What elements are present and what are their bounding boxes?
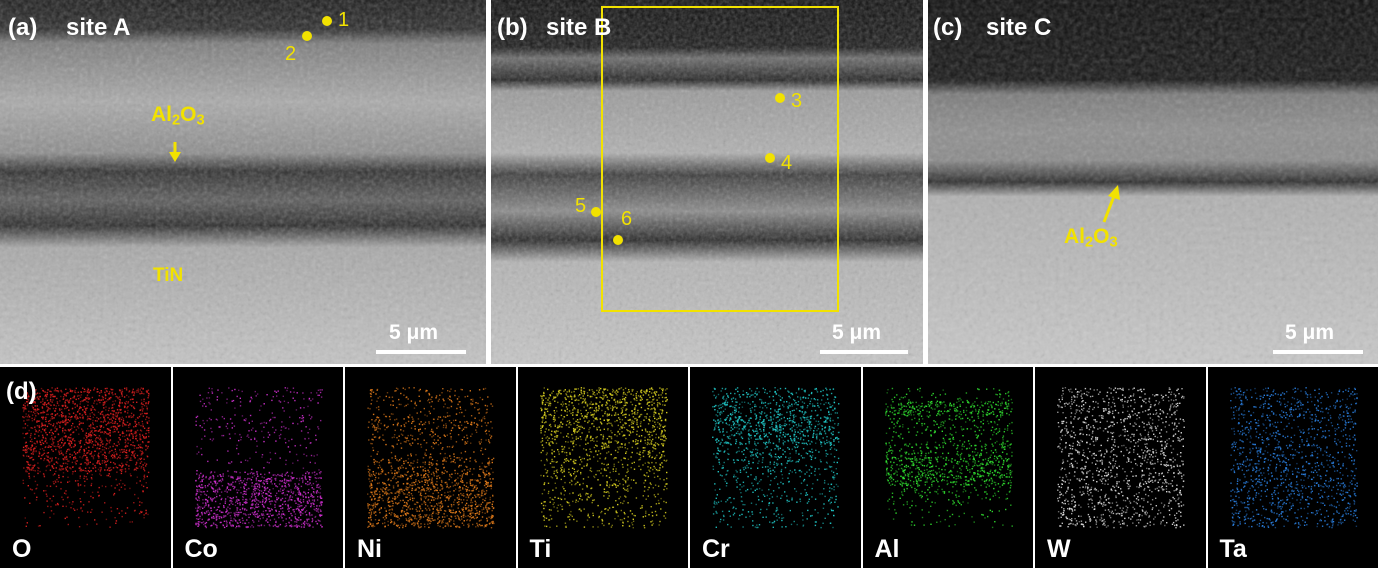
scale-bar bbox=[376, 350, 466, 354]
eds-element-label: Ti bbox=[529, 535, 552, 563]
eds-map-image bbox=[367, 387, 495, 529]
eds-element-label: Co bbox=[184, 535, 218, 563]
sem-panel-site-c: (c) site C Al2O3 5 μm bbox=[928, 0, 1378, 364]
panel-label: (b) bbox=[497, 14, 528, 41]
sem-image-site-b bbox=[491, 0, 923, 364]
eds-element-label: Ta bbox=[1219, 535, 1247, 563]
scale-bar-label: 5 μm bbox=[832, 321, 882, 344]
eds-element-label: W bbox=[1047, 535, 1071, 563]
point-label-5: 5 bbox=[575, 195, 587, 217]
sem-image-site-c bbox=[928, 0, 1378, 364]
eds-element-label: Al bbox=[874, 535, 900, 563]
sem-panel-site-a: (a) site A 1 2 Al2O3 TiN 5 μm bbox=[0, 0, 486, 364]
oxide-annotation: Al2O3 bbox=[1064, 225, 1118, 251]
point-markers bbox=[169, 16, 332, 162]
eds-map-w: W bbox=[1035, 367, 1206, 568]
point-label-4: 4 bbox=[781, 152, 793, 174]
oxide-annotation: Al2O3 bbox=[151, 103, 205, 129]
tin-annotation: TiN bbox=[153, 265, 184, 286]
eds-mapping-region bbox=[601, 6, 839, 312]
panel-label: (c) bbox=[933, 14, 963, 41]
point-label-6: 6 bbox=[621, 208, 633, 230]
panel-title: site B bbox=[546, 14, 612, 41]
eds-map-image bbox=[1229, 387, 1358, 529]
point-label-1: 1 bbox=[338, 9, 350, 31]
eds-map-cr: Cr bbox=[690, 367, 861, 568]
eds-map-image bbox=[194, 387, 323, 529]
eds-map-image bbox=[884, 387, 1013, 529]
eds-map-ti: Ti bbox=[517, 367, 688, 568]
eds-map-image bbox=[1057, 387, 1185, 529]
sem-panel-site-b: (b) site B 3 4 5 6 5 μm bbox=[491, 0, 923, 364]
eds-map-o: O bbox=[0, 367, 171, 568]
eds-map-ni: Ni bbox=[345, 367, 516, 568]
scale-bar bbox=[1273, 350, 1363, 354]
point-label-3: 3 bbox=[791, 90, 803, 112]
scale-bar bbox=[820, 350, 908, 354]
panel-label-d: (d) bbox=[6, 378, 37, 405]
panel-title: site A bbox=[66, 14, 131, 41]
eds-map-image bbox=[539, 387, 668, 529]
eds-element-label: Ni bbox=[357, 535, 382, 563]
scale-bar-label: 5 μm bbox=[389, 321, 439, 344]
sem-image-site-a bbox=[0, 0, 486, 364]
scale-bar-label: 5 μm bbox=[1285, 321, 1335, 344]
eds-map-ta: Ta bbox=[1207, 367, 1378, 568]
panel-label: (a) bbox=[8, 14, 38, 41]
eds-map-image bbox=[22, 387, 150, 528]
eds-map-al: Al bbox=[862, 367, 1033, 568]
eds-map-co: Co bbox=[172, 367, 343, 568]
panel-title: site C bbox=[986, 14, 1052, 41]
point-label-2: 2 bbox=[285, 43, 297, 65]
eds-element-label: O bbox=[12, 535, 32, 563]
eds-element-label: Cr bbox=[702, 535, 730, 563]
eds-map-image bbox=[712, 387, 840, 529]
